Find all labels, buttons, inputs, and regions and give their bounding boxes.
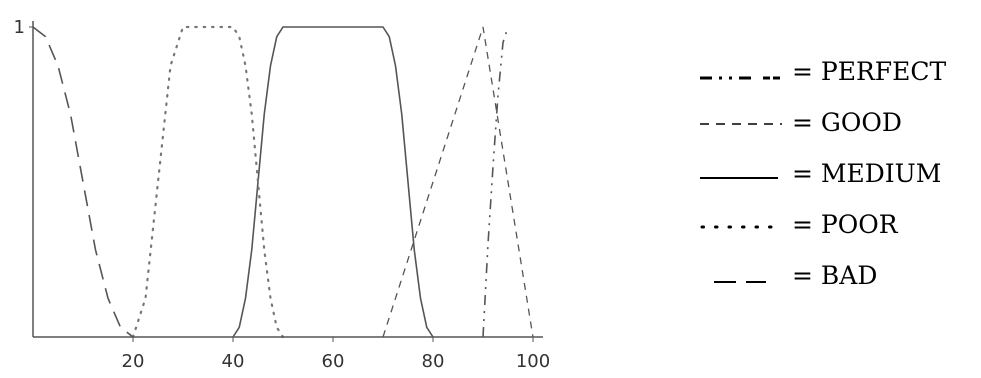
series-line-perfect [482, 26, 509, 338]
series-line-bad [32, 26, 134, 338]
legend-item-medium: = MEDIUM [700, 148, 946, 199]
legend-swatch-poor [700, 225, 782, 228]
x-tick-label: 80 [422, 351, 445, 372]
x-tick-label: 100 [516, 351, 550, 372]
y-tick-label: 1 [14, 17, 25, 38]
legend-label-bad: = BAD [792, 261, 878, 290]
series-line-medium [232, 26, 434, 338]
series-layer [32, 25, 534, 339]
legend-label-poor: = POOR [792, 210, 898, 239]
legend-swatch-perfect [700, 76, 782, 79]
series-line-good [382, 26, 534, 338]
legend-item-perfect: = PERFECT [700, 46, 946, 97]
series-line-poor [131, 25, 285, 339]
legend-label-perfect: = PERFECT [792, 57, 947, 86]
tick-layer: 20 40 60 80 100 1 [14, 17, 551, 372]
legend-label-good: = GOOD [792, 108, 902, 137]
x-tick-label: 60 [322, 351, 345, 372]
legend-swatch-good [700, 122, 782, 125]
legend-swatch-medium [700, 176, 778, 179]
x-tick-label: 40 [222, 351, 245, 372]
legend-item-poor: = POOR [700, 199, 946, 250]
legend-label-medium: = MEDIUM [792, 159, 942, 188]
x-tick-label: 20 [122, 351, 145, 372]
legend: = PERFECT = GOOD = MEDIUM = POOR = BAD [700, 46, 946, 301]
legend-swatch-bad [714, 280, 766, 283]
legend-item-bad: = BAD [700, 250, 946, 301]
legend-item-good: = GOOD [700, 97, 946, 148]
